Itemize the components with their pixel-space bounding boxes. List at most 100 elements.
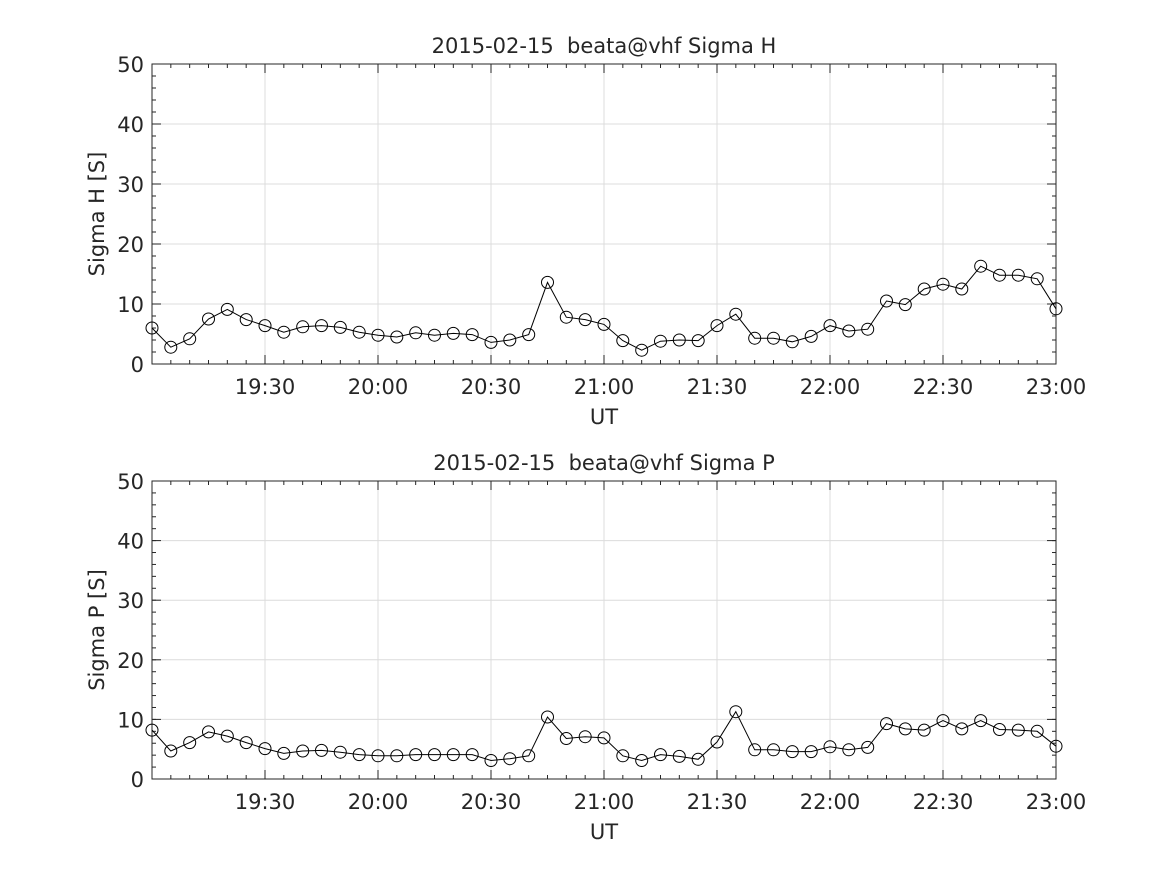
data-point [296, 744, 310, 758]
x-tick-label: 21:00 [574, 375, 635, 399]
data-point [1030, 272, 1044, 286]
data-point [635, 343, 649, 357]
chart-title: 2015-02-15 beata@vhf Sigma H [432, 34, 777, 58]
data-point [672, 333, 686, 347]
data-point [446, 326, 460, 340]
data-point [767, 743, 780, 757]
data-point [333, 745, 347, 759]
data-point [898, 722, 912, 736]
data-point [559, 310, 573, 324]
data-point [861, 740, 875, 754]
data-point [220, 302, 234, 316]
data-point [390, 749, 404, 763]
data-point [541, 710, 554, 724]
data-point [390, 330, 404, 344]
sigma-h-panel: 19:30 20:00 20:30 21:00 21:30 22:00 22:30 23:00… [85, 34, 1086, 429]
data-point [428, 328, 441, 342]
y-tick-label: 0 [131, 353, 144, 377]
x-tick-label: 21:00 [574, 790, 635, 814]
data-point [1011, 723, 1025, 737]
data-point [352, 748, 366, 762]
data-point [974, 714, 988, 728]
x-axis-label: UT [590, 820, 618, 844]
data-point [597, 731, 611, 745]
data-point [993, 723, 1006, 736]
x-tick-label: 20:30 [461, 375, 522, 399]
data-point [955, 282, 969, 296]
data-point [315, 319, 328, 333]
y-tick-label: 0 [131, 768, 144, 792]
data-point [729, 307, 743, 321]
data-point [842, 743, 856, 757]
data-point [277, 325, 291, 339]
x-tick-label: 23:00 [1026, 375, 1087, 399]
y-tick-label: 30 [117, 173, 144, 197]
axes-box [151, 63, 1057, 365]
data-point [522, 328, 536, 342]
y-tick-label: 30 [117, 589, 144, 613]
data-point [559, 732, 573, 745]
x-tick-label: 22:00 [800, 790, 861, 814]
data-point [371, 749, 385, 763]
data-point [352, 325, 366, 339]
data-point [842, 324, 856, 338]
data-point [202, 725, 215, 739]
data-point [654, 748, 667, 762]
data-point [804, 745, 818, 759]
data-point [484, 335, 498, 349]
data-point [239, 313, 253, 327]
data-point [672, 749, 686, 763]
data-point [220, 729, 234, 743]
data-point [503, 752, 517, 766]
data-point [616, 749, 630, 763]
chart-title: 2015-02-15 beata@vhf Sigma P [433, 451, 775, 475]
data-point [183, 736, 197, 750]
y-tick-label: 20 [117, 649, 144, 673]
sigma-p-panel: 19:30 20:00 20:30 21:00 21:30 22:00 22:30 23:00… [85, 451, 1086, 844]
data-point [993, 268, 1006, 282]
data-point [880, 717, 893, 731]
data-point [446, 748, 460, 762]
y-tick-label: 50 [117, 53, 144, 77]
data-point [409, 326, 423, 340]
data-point [955, 722, 969, 736]
data-point [1030, 724, 1044, 738]
data-point [917, 282, 931, 296]
data-point [710, 735, 724, 749]
data-point [484, 754, 498, 767]
y-tick-label: 40 [117, 113, 144, 137]
data-point [333, 320, 347, 334]
data-point [258, 319, 272, 333]
data-point [1011, 268, 1025, 282]
x-tick-label: 20:00 [348, 790, 409, 814]
data-point [748, 743, 762, 757]
data-point [917, 723, 931, 737]
data-point [465, 748, 479, 762]
series-line [151, 710, 1057, 762]
data-point [974, 259, 988, 273]
x-tick-label: 21:30 [687, 375, 748, 399]
x-tick-label: 22:00 [800, 375, 861, 399]
data-point [635, 754, 649, 767]
y-tick-label: 10 [117, 708, 144, 732]
x-axis-label: UT [590, 405, 618, 429]
data-point [239, 736, 253, 750]
y-axis-label: Sigma H [S] [85, 152, 109, 277]
data-point [691, 334, 705, 348]
data-point [202, 312, 215, 326]
data-point [315, 743, 328, 757]
data-point [597, 317, 611, 331]
data-point [164, 744, 178, 758]
series-line [151, 265, 1057, 351]
y-tick-label: 20 [117, 233, 144, 257]
x-tick-label: 22:30 [913, 790, 974, 814]
y-tick-label: 10 [117, 293, 144, 317]
x-tick-label: 22:30 [913, 375, 974, 399]
axes-box [151, 480, 1057, 780]
data-point [861, 322, 875, 336]
data-point [785, 335, 799, 349]
y-tick-label: 40 [117, 530, 144, 554]
data-point [936, 277, 950, 291]
data-point [409, 748, 423, 762]
